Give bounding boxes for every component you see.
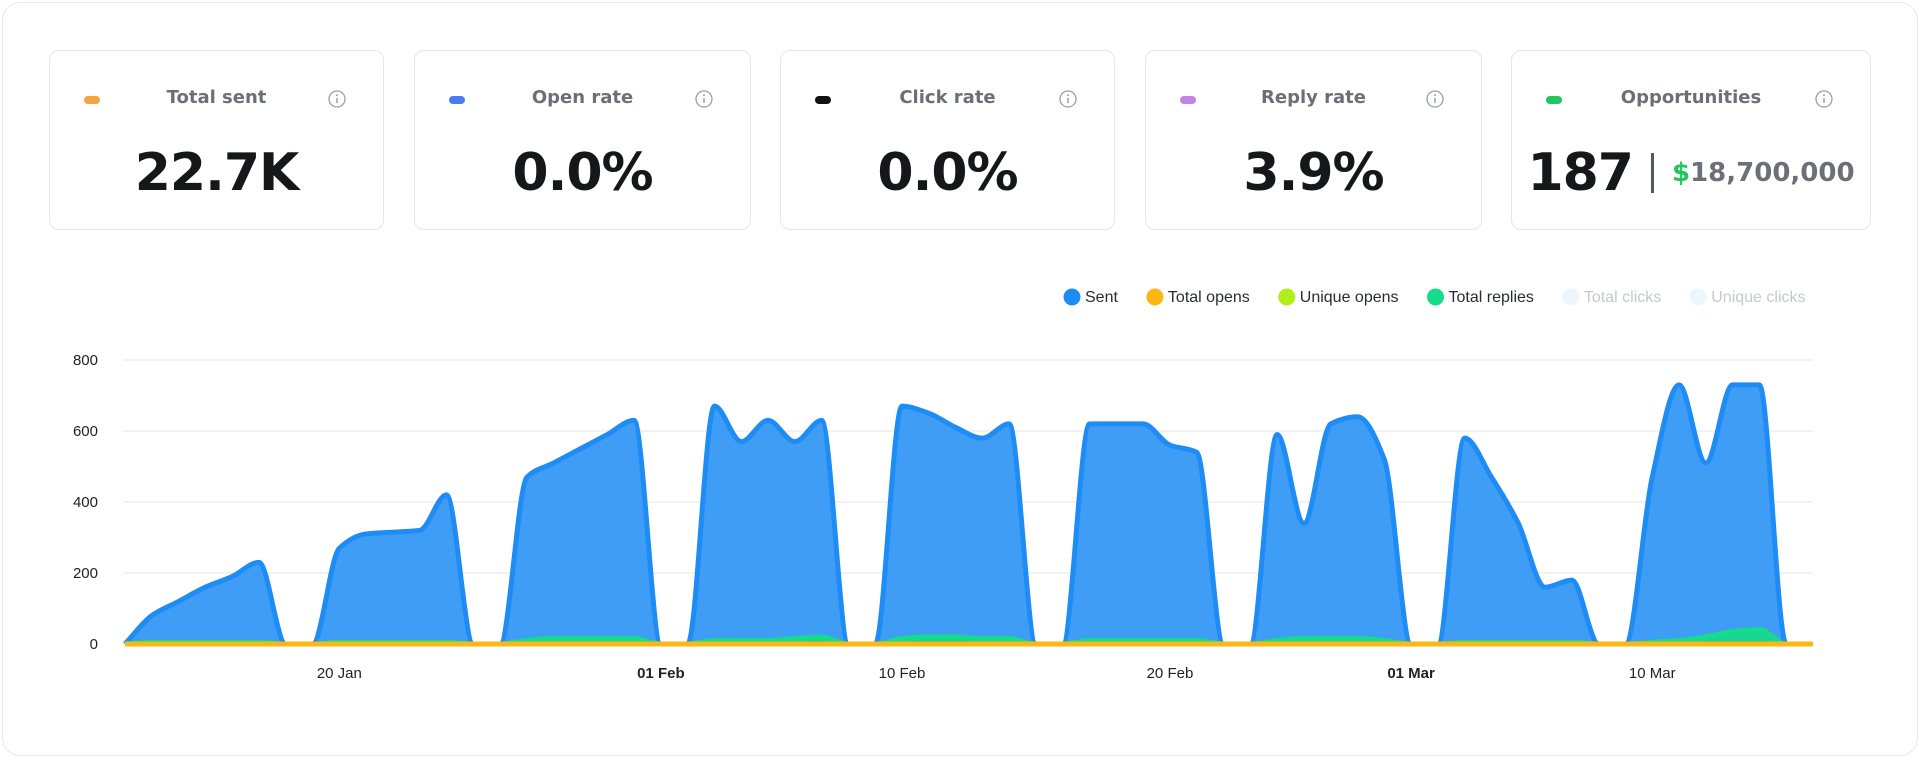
indicator xyxy=(84,96,100,104)
currency: $ xyxy=(1671,158,1691,188)
stat-card: Reply rate 3.9% xyxy=(1145,50,1482,230)
legend-marker xyxy=(1427,288,1445,306)
legend-label[interactable]: Sent xyxy=(1085,289,1118,306)
indicator xyxy=(815,96,831,104)
card-value-row: 187 $18,700,000 xyxy=(1512,143,1870,203)
stat-card: Opportunities 187 $18,700,000 xyxy=(1511,50,1871,230)
stat-card: Click rate 0.0% xyxy=(780,50,1115,230)
amount-value: 18,700,000 xyxy=(1690,158,1855,188)
legend-marker xyxy=(1278,288,1296,306)
legend-label[interactable]: Unique clicks xyxy=(1711,289,1805,306)
card-title: Total sent xyxy=(166,87,267,108)
x-tick-label: 10 Mar xyxy=(1629,665,1676,682)
info-icon[interactable] xyxy=(1814,89,1834,109)
x-tick-label: 10 Feb xyxy=(879,665,926,682)
x-tick-label: 20 Jan xyxy=(317,665,362,682)
info-icon[interactable] xyxy=(1425,89,1445,109)
legend-label[interactable]: Total opens xyxy=(1168,289,1250,306)
info-icon[interactable] xyxy=(327,89,347,109)
stat-card: Total sent 22.7K xyxy=(49,50,384,230)
x-tick-label: 01 Feb xyxy=(637,665,685,682)
y-tick-label: 0 xyxy=(90,636,98,653)
y-tick-label: 600 xyxy=(73,423,98,440)
legend-label[interactable]: Total clicks xyxy=(1584,289,1661,306)
series-line xyxy=(123,382,1813,647)
stat-card: Open rate 0.0% xyxy=(414,50,751,230)
legend-label[interactable]: Unique opens xyxy=(1300,289,1399,306)
card-title: Open rate xyxy=(531,87,634,108)
y-tick-label: 200 xyxy=(73,565,98,582)
card-value: 187 xyxy=(1527,143,1634,203)
info-icon[interactable] xyxy=(694,89,714,109)
card-title: Reply rate xyxy=(1261,87,1366,108)
indicator xyxy=(1546,96,1562,104)
card-title: Opportunities xyxy=(1620,87,1762,108)
card-value: 3.9% xyxy=(1243,143,1384,203)
card-value: 0.0% xyxy=(877,143,1018,203)
amount: $18,700,000 xyxy=(1672,158,1855,188)
indicator xyxy=(449,96,465,104)
series-area xyxy=(125,384,1813,644)
info-icon[interactable] xyxy=(1058,89,1078,109)
separator xyxy=(1650,153,1654,193)
legend-marker xyxy=(1063,288,1081,306)
card-value: 0.0% xyxy=(512,143,653,203)
x-tick-label: 20 Feb xyxy=(1147,665,1194,682)
y-tick-label: 800 xyxy=(73,352,98,369)
legend-marker xyxy=(1689,288,1707,306)
card-title: Click rate xyxy=(899,87,996,108)
legend-label[interactable]: Total replies xyxy=(1449,289,1534,306)
card-value: 22.7K xyxy=(134,143,300,203)
legend-marker xyxy=(1146,288,1164,306)
x-tick-label: 01 Mar xyxy=(1387,665,1435,682)
indicator xyxy=(1180,96,1196,104)
legend-marker xyxy=(1562,288,1580,306)
y-tick-label: 400 xyxy=(73,494,98,511)
